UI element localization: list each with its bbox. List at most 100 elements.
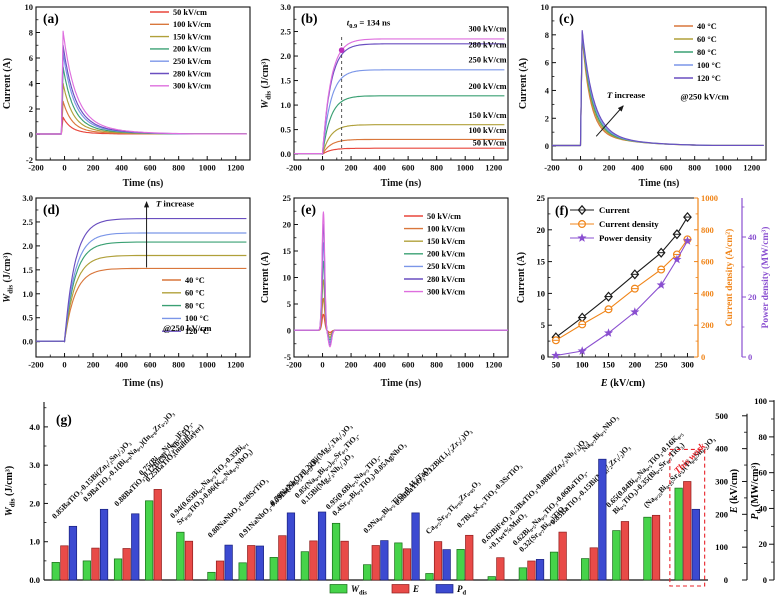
series-100 °C <box>552 31 764 147</box>
x-tick-label: 600 <box>402 360 415 370</box>
svg-text:Na₀.₇Bi₀.₁NbO₃: Na₀.₇Bi₀.₁NbO₃ <box>579 412 620 453</box>
plot-frame <box>293 6 509 161</box>
y-tick-label: 3.0 <box>22 193 33 203</box>
x-axis: -200 0 200 400 600 800 1000 1200 Time (ns) <box>544 156 760 189</box>
annotation-text: T increase <box>607 90 645 100</box>
y-tick-label: 5 <box>287 299 291 309</box>
bar-wdis <box>363 564 372 581</box>
panel-a: -200 0 200 400 600 800 1000 1200 Time (ns) -2 0 2 4 6… <box>0 0 258 195</box>
panel-tag: (d) <box>43 202 60 217</box>
chart-c: -200 0 200 400 600 800 1000 1200 Time (ns) 0 2 4 6 8 1… <box>518 2 767 189</box>
bar-e <box>247 545 256 581</box>
legend-label: 100 kV/cm <box>427 224 465 233</box>
y-axis: 0 2 4 6 8 10 Current (A) <box>518 2 556 151</box>
panel-f: 50 100 150 200 250 300 E (kV/cm) 0 5 10 15 20 25 Curr… <box>516 190 776 395</box>
y-tick-label: 2 <box>545 113 549 123</box>
y-tick-label: 10 <box>537 288 546 298</box>
series-Current density <box>551 235 692 345</box>
this-work-box <box>669 448 706 587</box>
y-tick-label: 20 <box>283 220 292 230</box>
y-tick-label: 2.5 <box>280 27 291 37</box>
y-axis: -2 0 2 4 6 8 10 Current (A) <box>2 2 40 165</box>
x-tick-label: 800 <box>430 163 443 173</box>
wdis-axis: 0.0 1.0 2.0 3.0 4.0 Wdis (J/cm³) <box>4 407 48 585</box>
panel-tag: (b) <box>301 11 318 26</box>
x-tick-label: 1000 <box>457 163 474 173</box>
bar-e <box>278 535 287 581</box>
x-tick-label: 200 <box>603 163 616 173</box>
legend-label: 50 kV/cm <box>173 8 207 17</box>
y2-tick-label: 400 <box>701 288 714 298</box>
e-tick-label: 0 <box>724 575 728 585</box>
y-axis-current: 0 5 10 15 20 25 Current (A) <box>516 193 552 362</box>
x-axis-title: Time (ns) <box>381 378 422 389</box>
x-tick-label: 1200 <box>485 163 502 173</box>
series-280 kV/cm <box>294 43 505 155</box>
x-tick-label: 1000 <box>199 360 216 370</box>
legend-label: 80 °C <box>697 48 717 57</box>
pd-tick-label: 40 <box>759 503 768 513</box>
curve-label: 50 kV/cm <box>473 138 507 147</box>
legend-label: 200 kV/cm <box>427 250 465 259</box>
bar-e <box>558 531 567 581</box>
legend-label: Current <box>599 205 630 215</box>
y-axis: 0.0 0.5 1.0 1.5 2.0 2.5 3.0 Wdis (J/cm³) <box>2 193 40 347</box>
x-tick-label: 400 <box>115 163 128 173</box>
legend-label: 250 kV/cm <box>427 262 465 271</box>
bar-wdis <box>487 576 496 581</box>
y3-axis-title: Power density (MW/cm³) <box>760 227 771 329</box>
y-tick-label: 2 <box>29 104 33 114</box>
bar-wdis <box>549 551 559 581</box>
annotation-text: t0.9 = 134 ns <box>347 18 391 31</box>
x-axis-title: Time (ns) <box>381 178 422 189</box>
chart-e: -200 0 200 400 600 800 1000 1200 Time (ns) -5 0 5 10… <box>260 193 509 389</box>
legend: 50 kV/cm 100 kV/cm 150 kV/cm 200 kV/cm 250 k… <box>404 212 465 296</box>
legend-label: 50 kV/cm <box>427 212 461 221</box>
t09-marker <box>338 47 345 53</box>
bar-wdis <box>643 516 652 581</box>
bar-pd <box>255 545 264 581</box>
annotation-text: @250 kV/cm <box>163 323 212 333</box>
series-40 °C <box>36 267 247 343</box>
bar-wdis <box>581 558 590 581</box>
e-tick-label: 200 <box>715 509 728 519</box>
y2-tick-label: 0 <box>701 352 705 362</box>
y-tick-label: 25 <box>537 193 546 203</box>
x-tick-label: 1000 <box>457 360 474 370</box>
bar-pd <box>442 549 451 581</box>
plot-frame <box>35 6 251 161</box>
y-tick-label: 4 <box>545 85 550 95</box>
series-60 °C <box>36 254 247 343</box>
x-tick-label: -200 <box>286 360 302 370</box>
legend: Current Current density Power density <box>570 204 659 243</box>
curve-label: 280 kV/cm <box>469 41 507 50</box>
y-tick-label: 1.0 <box>22 289 33 299</box>
bar-pd <box>131 513 140 581</box>
y-axis: 0.0 0.5 1.0 1.5 2.0 2.5 3.0 Wdis (J/cm³) <box>260 2 298 159</box>
y-axis-title: Current (A) <box>518 58 529 109</box>
legend-label: 60 °C <box>185 289 205 298</box>
w-tick-label: 0.0 <box>29 575 40 585</box>
pd-tick-label: 20 <box>759 539 768 549</box>
legend-label: 100 kV/cm <box>173 20 211 29</box>
annotation-text: T increase <box>156 199 194 209</box>
y-tick-label: 25 <box>283 193 292 203</box>
y2-tick-label: 600 <box>701 257 714 267</box>
x-tick-label: 1200 <box>485 360 502 370</box>
pd-tick-label: 100 <box>754 396 767 406</box>
x-axis: -200 0 200 400 600 800 1000 1200 Time (ns) <box>286 156 502 189</box>
group-label: 0.85BaTiO₃-0.15Bi(Mg₁/₂Zr₁/₂)O₃ <box>548 442 632 526</box>
legend-label: 40 °C <box>697 22 717 31</box>
bar-e <box>433 541 443 581</box>
bar-wdis <box>300 551 309 581</box>
panel-tag: (g) <box>56 412 72 427</box>
x-tick-label: 400 <box>631 163 644 173</box>
y-tick-label: 1.5 <box>280 76 291 86</box>
y-tick-label: 0 <box>29 130 33 140</box>
x-tick-label: 1000 <box>199 163 216 173</box>
series-300 kV/cm <box>36 30 247 135</box>
y2-axis-title: Current density (A/cm²) <box>724 229 735 327</box>
bar-wdis <box>456 549 465 581</box>
bar-pd <box>380 540 389 581</box>
series-300 kV/cm <box>294 211 508 348</box>
